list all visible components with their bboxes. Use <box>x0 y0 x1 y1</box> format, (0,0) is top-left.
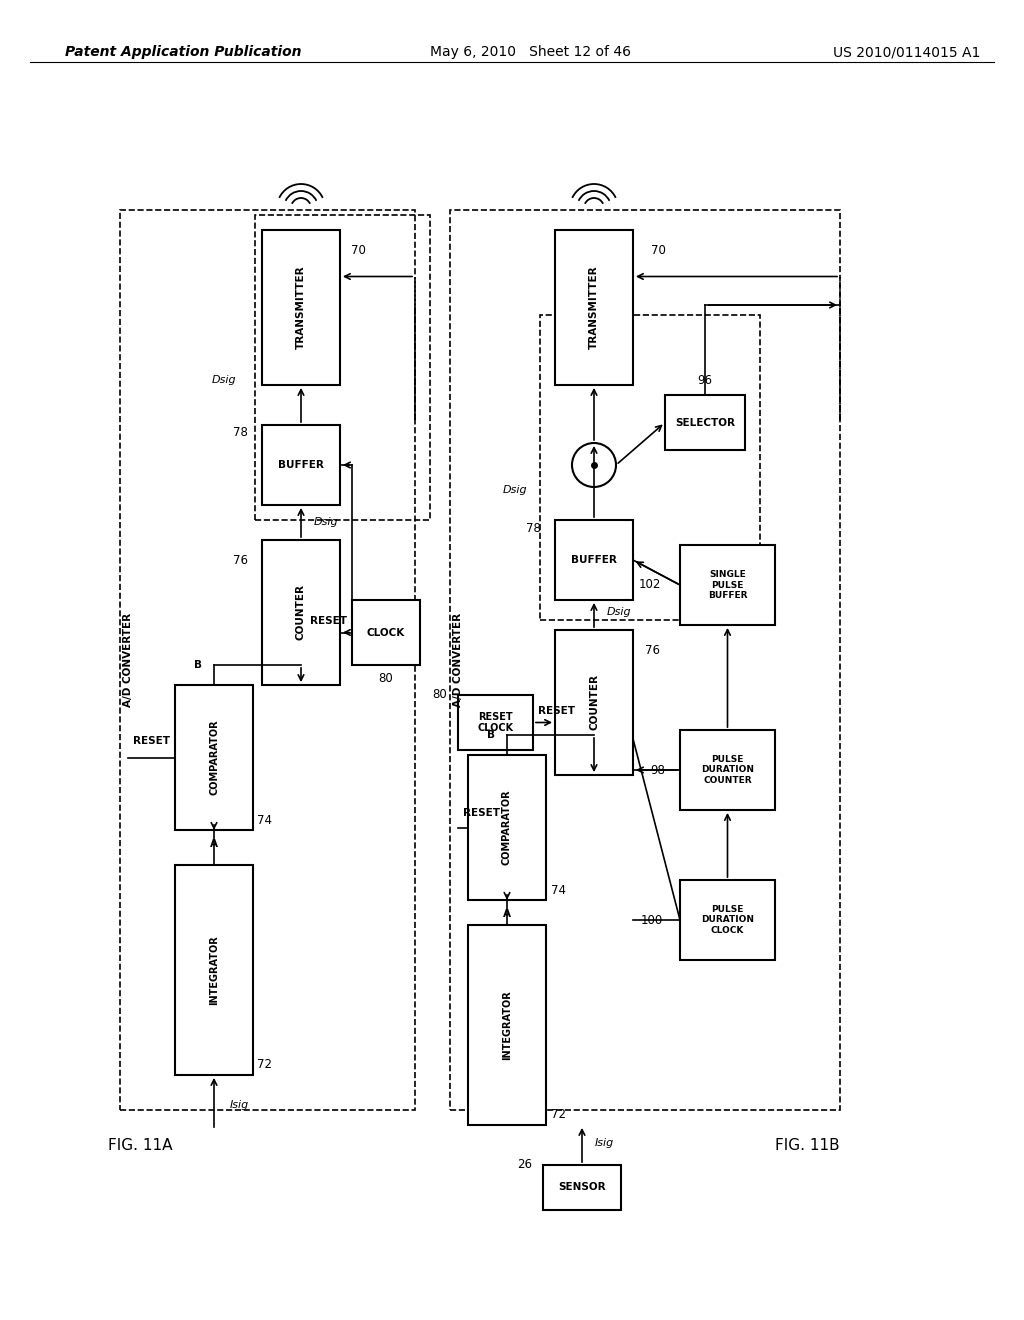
Text: 72: 72 <box>257 1059 272 1072</box>
Bar <box>262 540 340 685</box>
Bar <box>450 210 840 1110</box>
Bar <box>175 685 253 830</box>
Text: INTEGRATOR: INTEGRATOR <box>209 935 219 1005</box>
Text: 76: 76 <box>645 644 660 656</box>
Text: 100: 100 <box>641 913 664 927</box>
Text: COUNTER: COUNTER <box>296 585 306 640</box>
Text: B: B <box>487 730 495 741</box>
Bar <box>262 230 340 385</box>
Text: 80: 80 <box>379 672 393 685</box>
Text: CLOCK: CLOCK <box>367 627 406 638</box>
Text: Isig: Isig <box>229 1100 249 1110</box>
Text: 78: 78 <box>232 426 248 440</box>
Text: TRANSMITTER: TRANSMITTER <box>589 265 599 350</box>
Bar <box>555 630 633 775</box>
Text: 70: 70 <box>650 243 666 256</box>
Bar <box>262 425 340 506</box>
Text: 80: 80 <box>432 689 447 701</box>
Text: BUFFER: BUFFER <box>571 554 616 565</box>
Bar <box>120 210 415 1110</box>
Bar <box>468 925 546 1125</box>
Text: RESET: RESET <box>538 705 575 715</box>
Text: SINGLE
PULSE
BUFFER: SINGLE PULSE BUFFER <box>708 570 748 599</box>
Text: RESET
CLOCK: RESET CLOCK <box>477 711 514 734</box>
Text: 98: 98 <box>650 763 666 776</box>
Text: 70: 70 <box>350 243 366 256</box>
Text: RESET: RESET <box>310 615 347 626</box>
Text: INTEGRATOR: INTEGRATOR <box>502 990 512 1060</box>
Text: PULSE
DURATION
CLOCK: PULSE DURATION CLOCK <box>701 906 754 935</box>
Text: A/D CONVERTER: A/D CONVERTER <box>123 612 133 708</box>
Text: A/D CONVERTER: A/D CONVERTER <box>453 612 463 708</box>
Text: PULSE
DURATION
COUNTER: PULSE DURATION COUNTER <box>701 755 754 785</box>
Text: FIG. 11A: FIG. 11A <box>108 1138 172 1152</box>
Text: BUFFER: BUFFER <box>279 459 324 470</box>
Bar <box>352 601 420 665</box>
Bar <box>468 755 546 900</box>
Text: May 6, 2010   Sheet 12 of 46: May 6, 2010 Sheet 12 of 46 <box>430 45 631 59</box>
Text: A: A <box>503 909 511 919</box>
Bar <box>540 315 760 620</box>
Text: Dsig: Dsig <box>503 484 527 495</box>
Bar <box>175 865 253 1074</box>
Bar <box>680 730 775 810</box>
Text: 72: 72 <box>551 1109 565 1122</box>
Text: A: A <box>210 840 218 849</box>
Text: 78: 78 <box>525 521 541 535</box>
Text: 76: 76 <box>232 553 248 566</box>
Text: FIG. 11B: FIG. 11B <box>775 1138 840 1152</box>
Bar <box>555 230 633 385</box>
Text: TRANSMITTER: TRANSMITTER <box>296 265 306 350</box>
Text: SELECTOR: SELECTOR <box>675 417 735 428</box>
Text: COUNTER: COUNTER <box>589 675 599 730</box>
Text: 102: 102 <box>639 578 662 591</box>
Text: RESET: RESET <box>133 737 170 747</box>
Text: Dsig: Dsig <box>212 375 237 385</box>
Text: 96: 96 <box>697 374 713 387</box>
Text: 26: 26 <box>517 1159 532 1172</box>
Text: Isig: Isig <box>594 1138 613 1148</box>
Text: COMPARATOR: COMPARATOR <box>502 789 512 866</box>
Bar <box>665 395 745 450</box>
Text: US 2010/0114015 A1: US 2010/0114015 A1 <box>833 45 980 59</box>
Text: RESET: RESET <box>463 808 500 818</box>
Text: B: B <box>194 660 202 671</box>
Bar <box>458 696 534 750</box>
Text: SENSOR: SENSOR <box>558 1183 606 1192</box>
Bar <box>680 880 775 960</box>
Text: Dsig: Dsig <box>313 517 338 527</box>
Text: 74: 74 <box>551 883 565 896</box>
Text: 74: 74 <box>257 813 272 826</box>
Bar <box>543 1166 621 1210</box>
Text: Patent Application Publication: Patent Application Publication <box>65 45 301 59</box>
Bar <box>680 545 775 624</box>
Bar <box>255 215 430 520</box>
Bar <box>555 520 633 601</box>
Text: COMPARATOR: COMPARATOR <box>209 719 219 796</box>
Text: Dsig: Dsig <box>606 607 632 616</box>
